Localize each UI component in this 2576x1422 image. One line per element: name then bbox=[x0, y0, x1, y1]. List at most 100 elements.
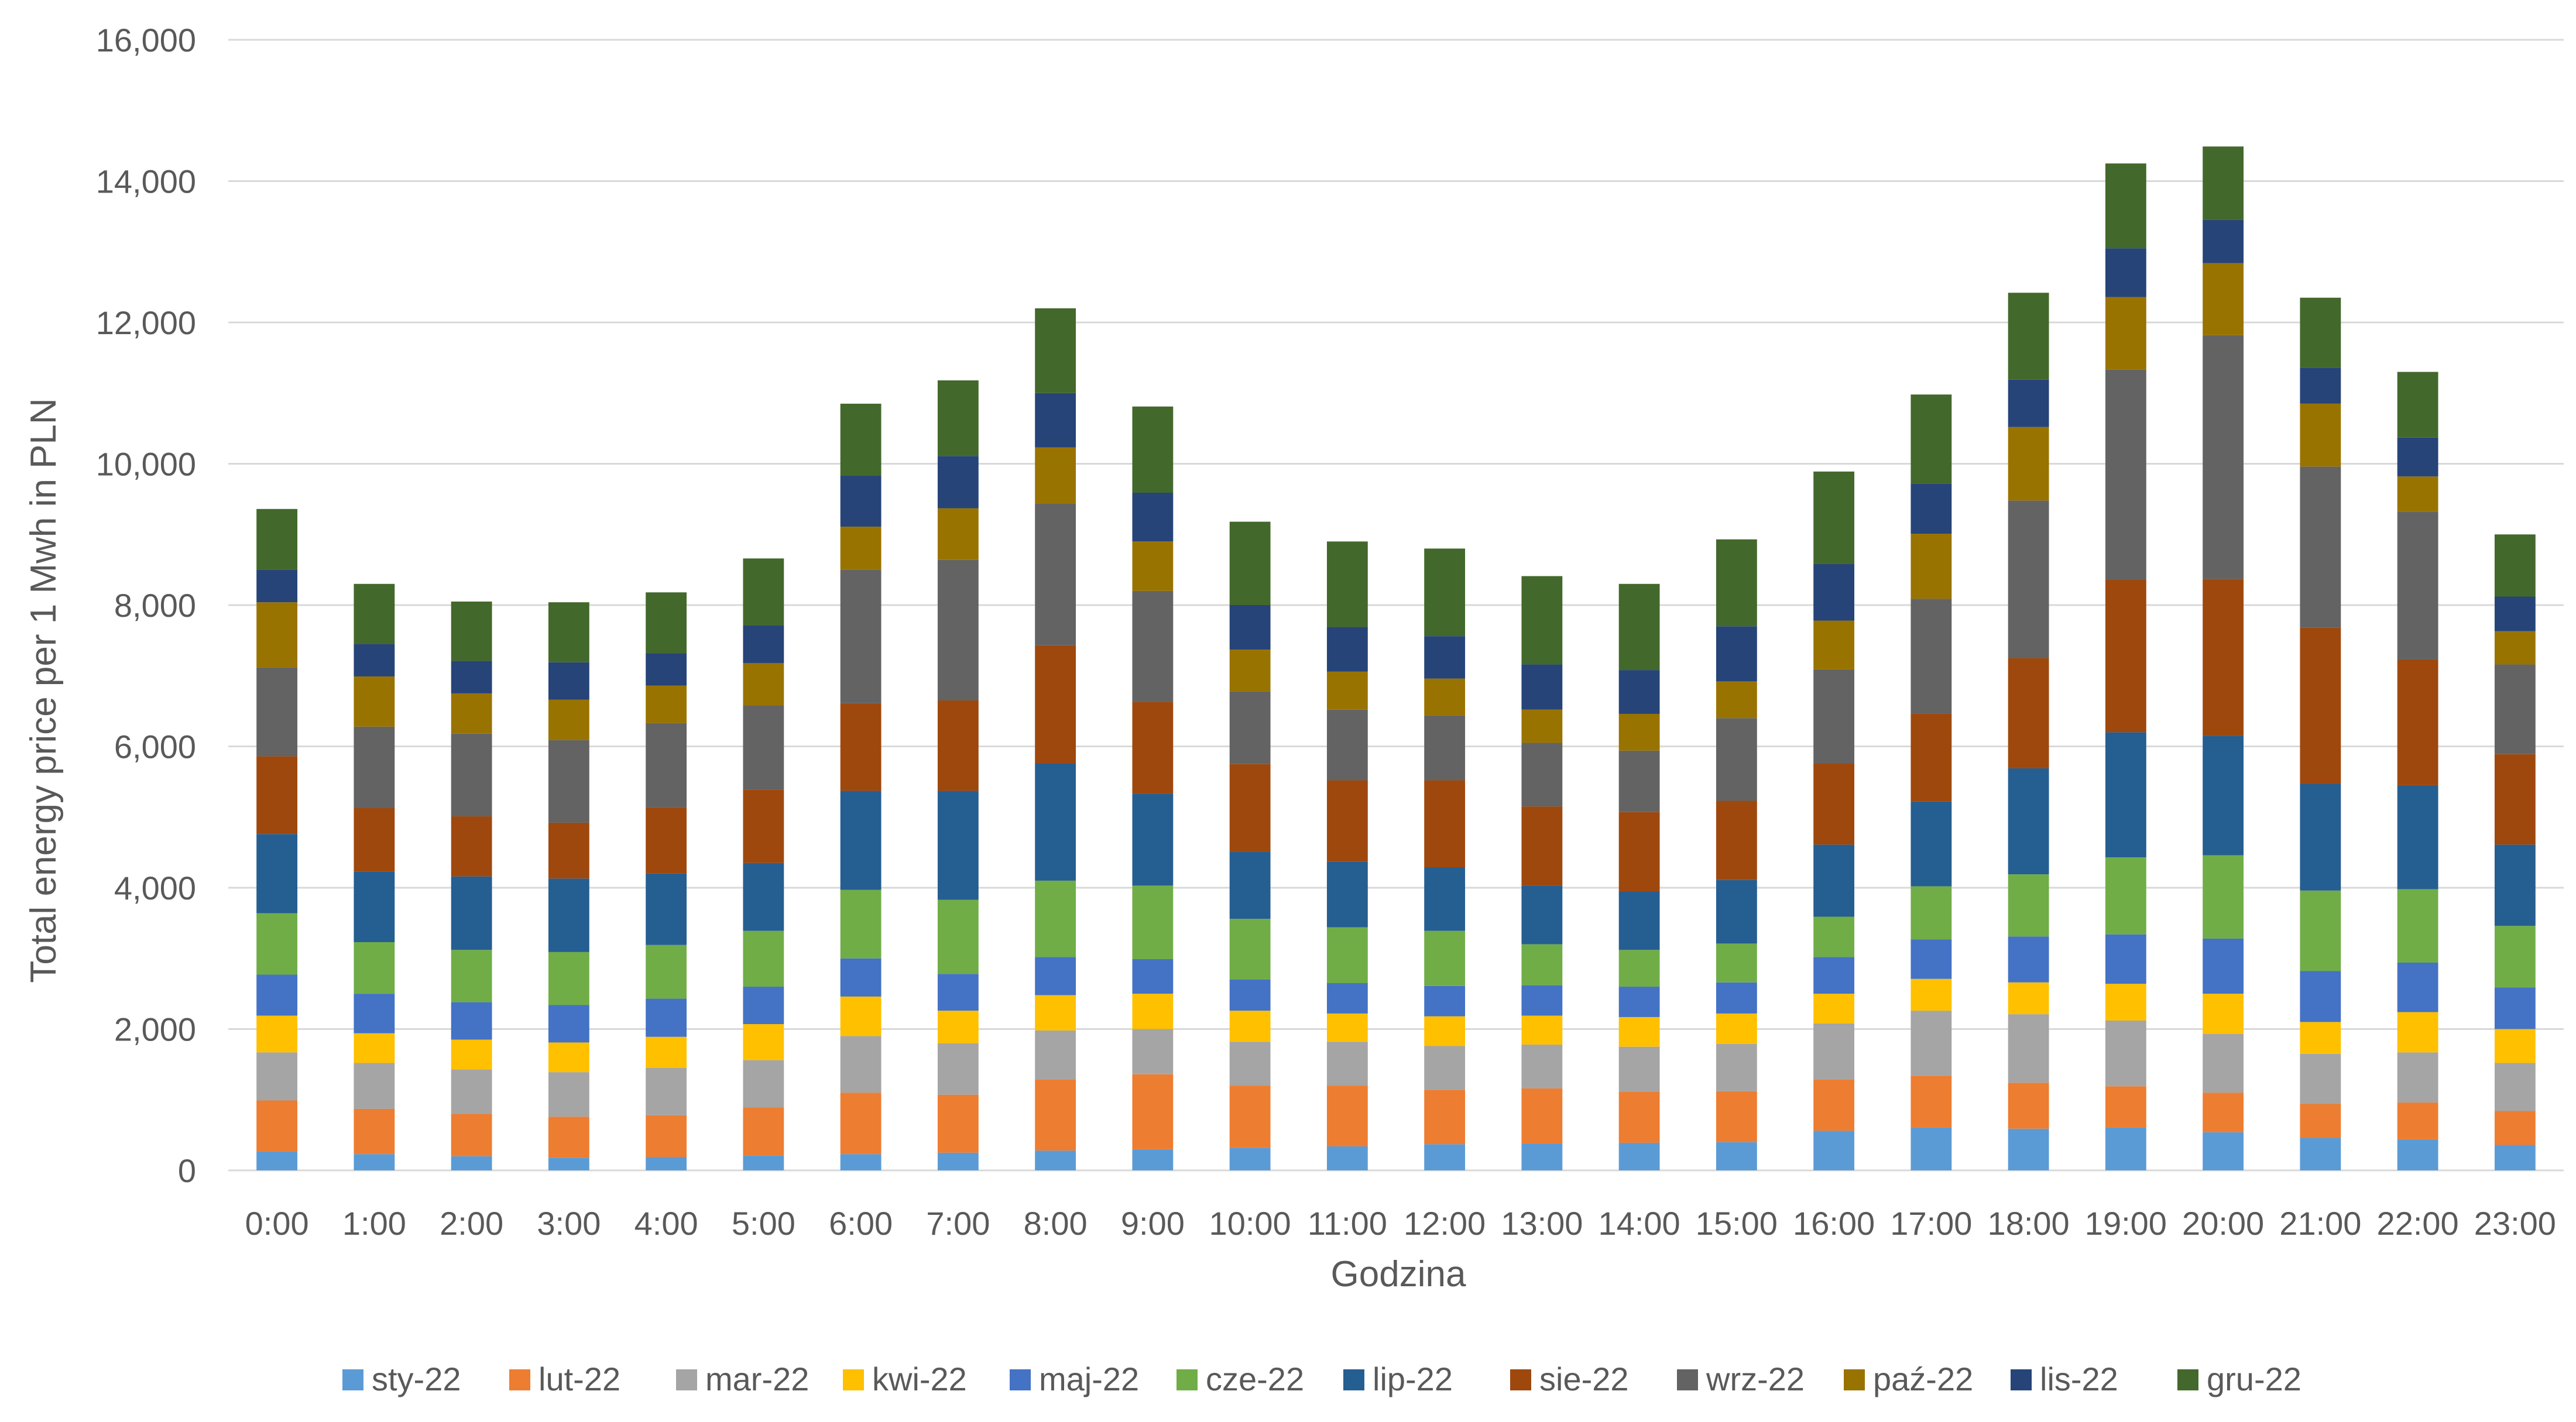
bar-segment bbox=[1229, 521, 1271, 605]
bar-segment bbox=[1618, 1046, 1660, 1092]
x-axis-title: Godzina bbox=[1331, 1254, 1466, 1294]
x-tick-label: 19:00 bbox=[2085, 1205, 2167, 1242]
bar-segment bbox=[2397, 1139, 2438, 1170]
bar-segment bbox=[1132, 959, 1174, 994]
bar-segment bbox=[256, 569, 298, 603]
bar-segment bbox=[1618, 891, 1660, 950]
bar-segment bbox=[2300, 403, 2341, 467]
bar-segment bbox=[1424, 1144, 1466, 1170]
bar-segment bbox=[646, 592, 687, 654]
bar-segment bbox=[646, 944, 687, 999]
bar-segment bbox=[840, 569, 881, 703]
bar-segment bbox=[354, 994, 395, 1033]
bar-segment bbox=[2203, 1132, 2244, 1170]
bar-segment bbox=[2203, 219, 2244, 263]
bar-segment bbox=[1424, 1046, 1466, 1090]
bar-segment bbox=[354, 808, 395, 872]
bar-segment bbox=[354, 1108, 395, 1155]
bar-segment bbox=[256, 509, 298, 570]
x-tick-label: 6:00 bbox=[829, 1205, 893, 1242]
bar-segment bbox=[2300, 890, 2341, 971]
legend-swatch bbox=[2011, 1369, 2032, 1390]
legend-item: wrz-22 bbox=[1677, 1361, 1805, 1397]
y-axis-title: Total energy price per 1 Mwh in PLN bbox=[23, 398, 64, 983]
y-tick-label: 16,000 bbox=[96, 22, 196, 59]
bar-segment bbox=[1813, 564, 1855, 621]
bar-segment bbox=[548, 1157, 589, 1170]
bar-segment bbox=[1618, 1016, 1660, 1047]
bar-segment bbox=[743, 1060, 784, 1108]
bar-segment bbox=[840, 791, 881, 890]
bar-segment bbox=[451, 1114, 492, 1156]
bar-segment bbox=[2494, 844, 2536, 926]
bar-segment bbox=[1521, 1015, 1563, 1045]
bar-segment bbox=[1716, 1043, 1757, 1091]
bar-segment bbox=[1910, 713, 1952, 802]
legend-item: sie-22 bbox=[1510, 1361, 1629, 1397]
bar-segment bbox=[548, 878, 589, 952]
bar-segment bbox=[2203, 579, 2244, 736]
bar-segment bbox=[2397, 476, 2438, 512]
bar-segment bbox=[354, 1033, 395, 1063]
bar-segment bbox=[646, 1036, 687, 1068]
bar-segment bbox=[1521, 576, 1563, 665]
y-tick-label: 2,000 bbox=[114, 1011, 196, 1048]
bar-segment bbox=[2105, 248, 2146, 297]
bar-segment bbox=[1618, 713, 1660, 751]
bar-segment bbox=[1229, 650, 1271, 692]
bar-segment bbox=[2008, 1083, 2049, 1129]
x-tick-label: 15:00 bbox=[1696, 1205, 1778, 1242]
bar-segment bbox=[1035, 957, 1076, 995]
bar-segment bbox=[256, 1151, 298, 1170]
bar-segment bbox=[2397, 659, 2438, 785]
bar-segment bbox=[1813, 994, 1855, 1023]
bar-segment bbox=[2494, 1063, 2536, 1111]
bar-segment bbox=[743, 789, 784, 863]
bar-segment bbox=[937, 899, 979, 974]
bar-segment bbox=[743, 930, 784, 987]
bar-segment bbox=[1618, 1142, 1660, 1170]
bar-segment bbox=[451, 950, 492, 1002]
bar-segment bbox=[1424, 1090, 1466, 1145]
x-tick-label: 20:00 bbox=[2182, 1205, 2264, 1242]
bar-segment bbox=[1132, 1149, 1174, 1170]
legend-label: wrz-22 bbox=[1706, 1361, 1805, 1397]
x-tick-label: 8:00 bbox=[1024, 1205, 1088, 1242]
bar-segment bbox=[743, 987, 784, 1025]
legend-item: mar-22 bbox=[676, 1361, 809, 1397]
bar-segment bbox=[548, 740, 589, 823]
y-tick-labels: 0 2,000 4,000 6,000 8,000 10,000 12,000 14,000 1… bbox=[96, 22, 196, 1189]
x-tick-label: 18:00 bbox=[1988, 1205, 2070, 1242]
bar-segment bbox=[937, 791, 979, 900]
bar-segment bbox=[1813, 620, 1855, 669]
bar-segment bbox=[1229, 851, 1271, 919]
bar-segment bbox=[2203, 1033, 2244, 1093]
bar-segment bbox=[937, 380, 979, 456]
bar-segment bbox=[937, 508, 979, 560]
bar-segment bbox=[2008, 1014, 2049, 1083]
bar-segment bbox=[354, 1154, 395, 1170]
bar-segment bbox=[1424, 867, 1466, 931]
legend-swatch bbox=[1343, 1369, 1364, 1390]
legend-label: lip-22 bbox=[1373, 1361, 1453, 1397]
bar-segment bbox=[646, 1067, 687, 1115]
bar-segment bbox=[1521, 709, 1563, 743]
bar-segment bbox=[1326, 927, 1368, 984]
bar-segment bbox=[548, 1042, 589, 1073]
bar-segment bbox=[1326, 1086, 1368, 1146]
bar-segment bbox=[2008, 379, 2049, 427]
x-tick-label: 1:00 bbox=[342, 1205, 406, 1242]
bar-segment bbox=[1035, 1030, 1076, 1080]
bar-segment bbox=[937, 1094, 979, 1153]
bar-segment bbox=[451, 661, 492, 693]
bar-segment bbox=[646, 998, 687, 1037]
bar-segment bbox=[1813, 957, 1855, 994]
x-tick-label: 11:00 bbox=[1308, 1205, 1387, 1242]
bar-segment bbox=[937, 700, 979, 791]
bar-segment bbox=[1618, 583, 1660, 671]
legend-label: mar-22 bbox=[705, 1361, 809, 1397]
gridlines bbox=[228, 39, 2564, 1172]
bar-segment bbox=[743, 1155, 784, 1170]
y-tick-label: 6,000 bbox=[114, 729, 196, 765]
legend-item: kwi-22 bbox=[843, 1361, 967, 1397]
